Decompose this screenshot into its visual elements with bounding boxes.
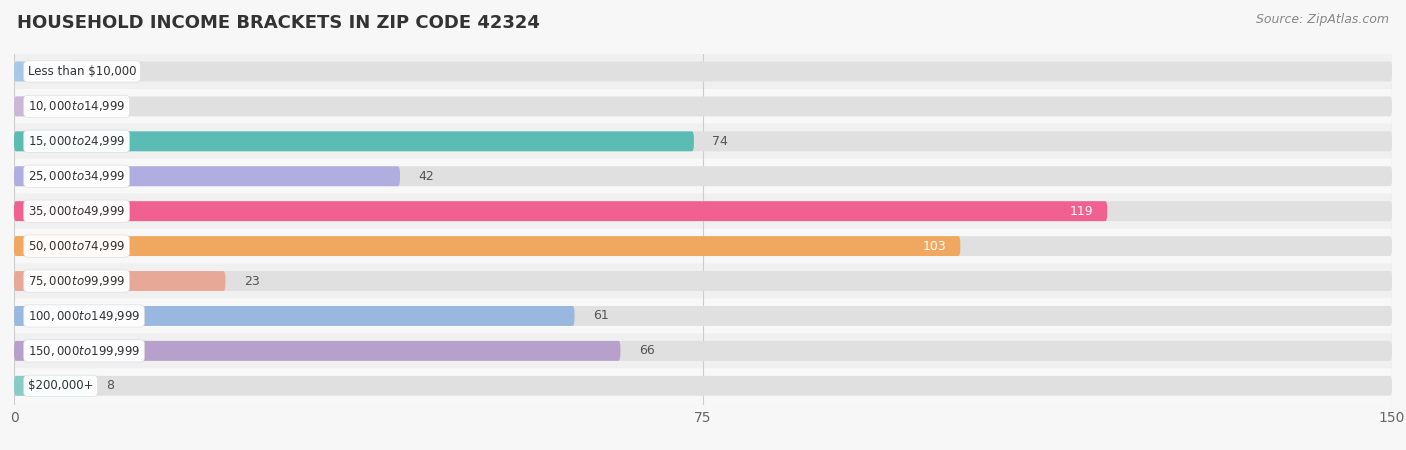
Text: $50,000 to $74,999: $50,000 to $74,999	[28, 239, 125, 253]
Text: HOUSEHOLD INCOME BRACKETS IN ZIP CODE 42324: HOUSEHOLD INCOME BRACKETS IN ZIP CODE 42…	[17, 14, 540, 32]
FancyBboxPatch shape	[14, 229, 1392, 264]
FancyBboxPatch shape	[14, 376, 87, 396]
Text: 42: 42	[418, 170, 434, 183]
Text: Less than $10,000: Less than $10,000	[28, 65, 136, 78]
FancyBboxPatch shape	[14, 201, 1392, 221]
FancyBboxPatch shape	[14, 62, 1392, 81]
FancyBboxPatch shape	[14, 89, 1392, 124]
FancyBboxPatch shape	[14, 166, 399, 186]
FancyBboxPatch shape	[14, 131, 1392, 151]
FancyBboxPatch shape	[14, 201, 1108, 221]
FancyBboxPatch shape	[14, 369, 1392, 403]
Text: $200,000+: $200,000+	[28, 379, 93, 392]
FancyBboxPatch shape	[14, 376, 1392, 396]
Text: $75,000 to $99,999: $75,000 to $99,999	[28, 274, 125, 288]
FancyBboxPatch shape	[14, 96, 1392, 117]
Text: 66: 66	[638, 344, 654, 357]
Text: 7: 7	[97, 65, 104, 78]
Text: Source: ZipAtlas.com: Source: ZipAtlas.com	[1256, 14, 1389, 27]
FancyBboxPatch shape	[14, 159, 1392, 194]
Text: 8: 8	[105, 100, 114, 113]
Text: 119: 119	[1070, 205, 1094, 218]
FancyBboxPatch shape	[14, 306, 575, 326]
FancyBboxPatch shape	[14, 271, 225, 291]
FancyBboxPatch shape	[14, 298, 1392, 333]
Text: $35,000 to $49,999: $35,000 to $49,999	[28, 204, 125, 218]
Text: 61: 61	[593, 310, 609, 323]
FancyBboxPatch shape	[14, 124, 1392, 159]
FancyBboxPatch shape	[14, 96, 87, 117]
FancyBboxPatch shape	[14, 62, 79, 81]
Text: $10,000 to $14,999: $10,000 to $14,999	[28, 99, 125, 113]
FancyBboxPatch shape	[14, 236, 1392, 256]
FancyBboxPatch shape	[14, 271, 1392, 291]
Text: $15,000 to $24,999: $15,000 to $24,999	[28, 134, 125, 148]
Text: $150,000 to $199,999: $150,000 to $199,999	[28, 344, 141, 358]
Text: 103: 103	[922, 239, 946, 252]
Text: $100,000 to $149,999: $100,000 to $149,999	[28, 309, 141, 323]
FancyBboxPatch shape	[14, 264, 1392, 298]
FancyBboxPatch shape	[14, 341, 1392, 361]
FancyBboxPatch shape	[14, 333, 1392, 369]
FancyBboxPatch shape	[14, 166, 1392, 186]
Text: 74: 74	[713, 135, 728, 148]
FancyBboxPatch shape	[14, 341, 620, 361]
FancyBboxPatch shape	[14, 194, 1392, 229]
Text: 23: 23	[243, 274, 260, 288]
FancyBboxPatch shape	[14, 54, 1392, 89]
FancyBboxPatch shape	[14, 306, 1392, 326]
Text: $25,000 to $34,999: $25,000 to $34,999	[28, 169, 125, 183]
Text: 8: 8	[105, 379, 114, 392]
FancyBboxPatch shape	[14, 236, 960, 256]
FancyBboxPatch shape	[14, 131, 695, 151]
